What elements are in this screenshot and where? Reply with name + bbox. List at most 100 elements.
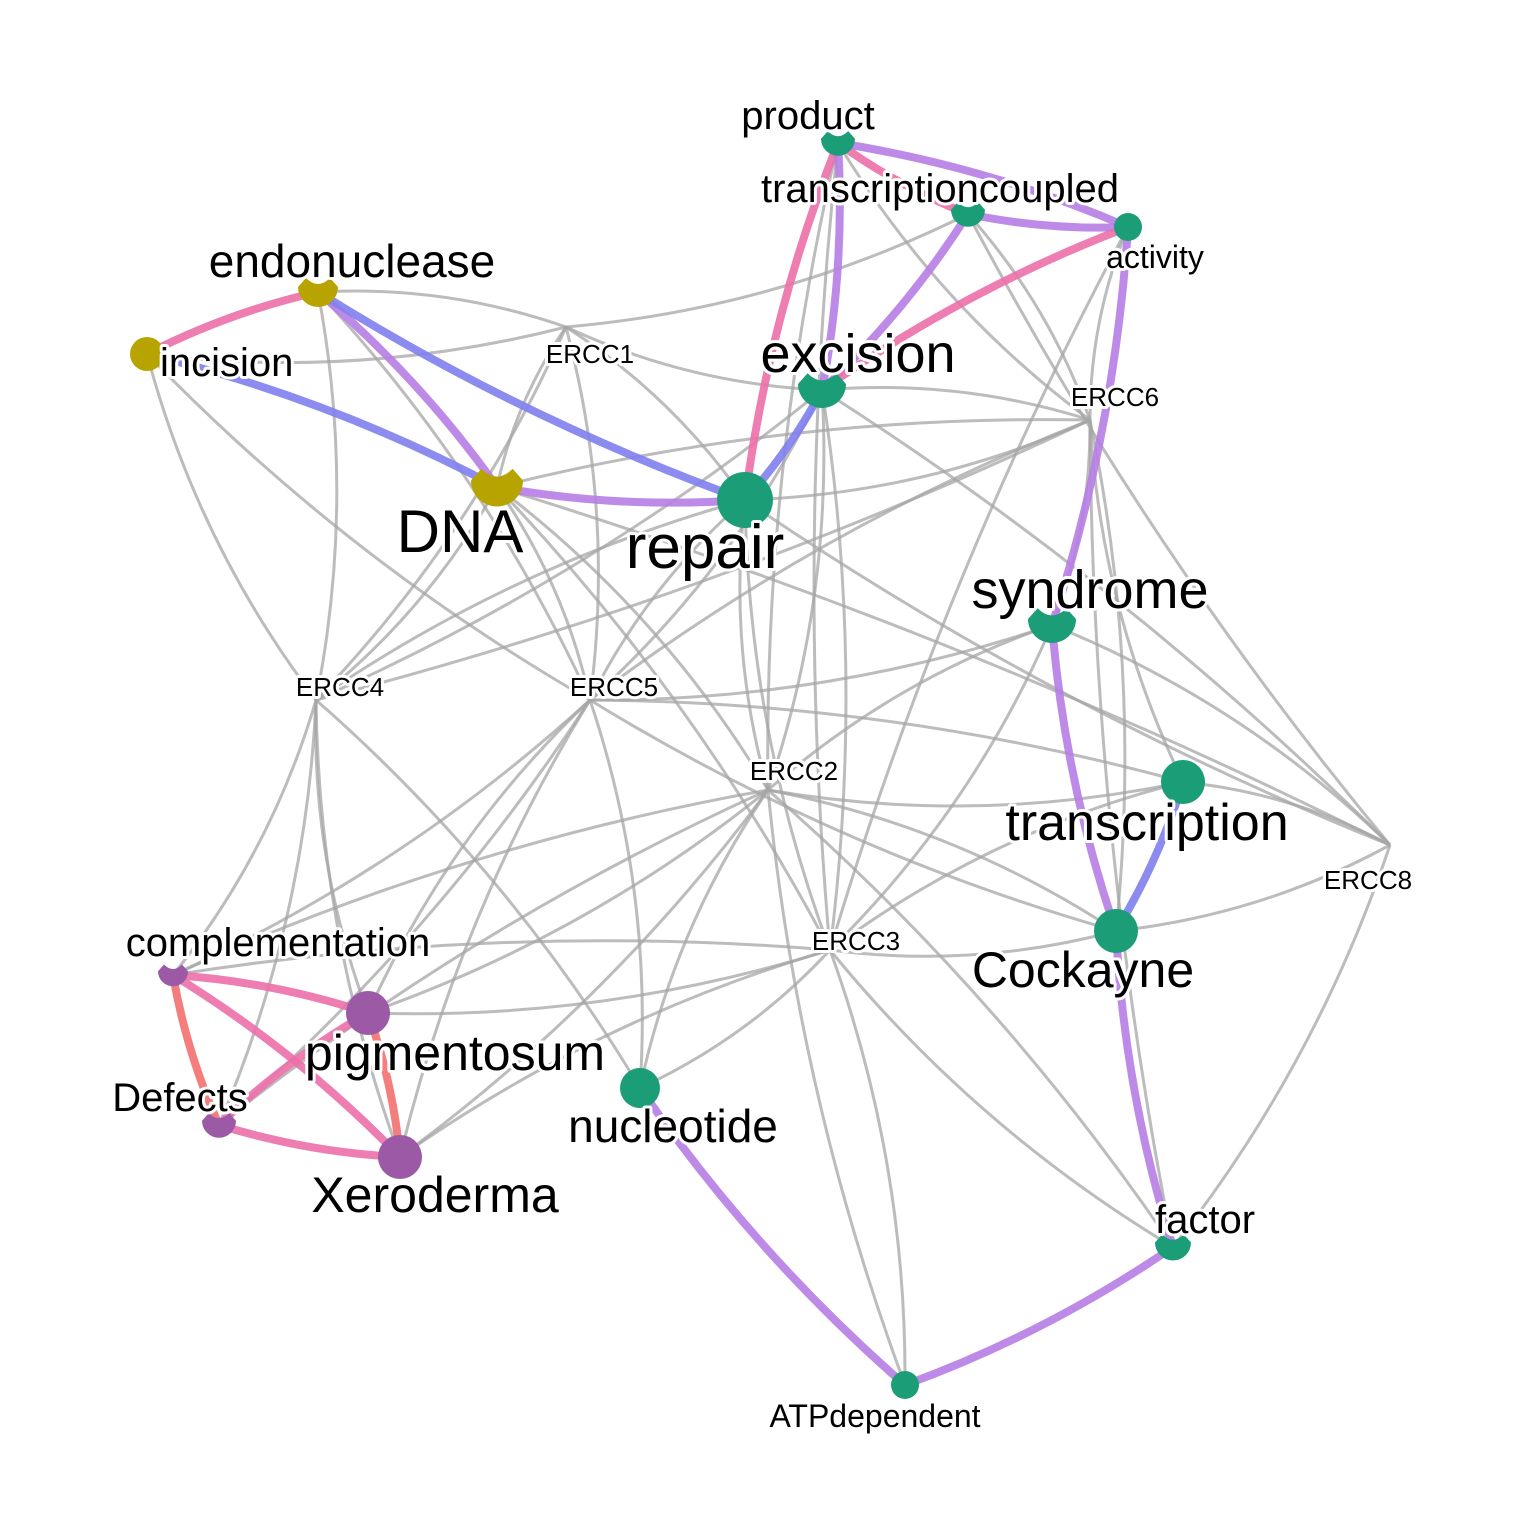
- gene-edge-ERCC4-pigmentosum: [314, 699, 370, 1014]
- gene-edge-ERCC5-nucleotide: [588, 699, 644, 1089]
- label-transcriptioncoupled: transcriptioncoupled: [761, 167, 1119, 211]
- label-Xeroderma: Xeroderma: [311, 1167, 559, 1223]
- gene-edge-ERCC2-product: [766, 142, 840, 791]
- label-transcription: transcription: [1005, 794, 1288, 852]
- gene-edge-ERCC2-Xeroderma: [399, 789, 770, 1159]
- label-nucleotide: nucleotide: [568, 1100, 778, 1152]
- gene-edge-ERCC5-endonuclease: [316, 290, 592, 701]
- label-endonuclease: endonuclease: [209, 235, 495, 287]
- label-product: product: [741, 94, 874, 138]
- node-transcription: [1161, 760, 1205, 804]
- term-edge-transcriptioncoupled-excision: [818, 210, 972, 394]
- gene-edge-ERCC4-DNA: [315, 486, 499, 702]
- term-edge-activity-excision: [818, 223, 1132, 394]
- node-excision: [798, 373, 846, 408]
- node-factor: [1155, 1234, 1191, 1261]
- gene-edge-ERCC3-factor: [828, 949, 1174, 1249]
- label-ERCC6: ERCC6: [1071, 382, 1159, 412]
- gene-edge-ERCC3-Xeroderma: [399, 948, 831, 1159]
- gene-edge-ERCC3-product: [812, 142, 840, 951]
- gene-edge-ERCC2-transcription: [767, 780, 1184, 808]
- term-edge-nucleotide-ATPdependent: [636, 1084, 909, 1389]
- term-edge-product-transcriptioncoupled: [834, 139, 972, 218]
- node-pigmentosum: [346, 991, 390, 1035]
- gene-edge-ERCC6-activity: [1088, 226, 1130, 421]
- gene-edge-ERCC6-transcriptioncoupled: [966, 212, 1092, 421]
- gene-edge-ERCC3-pigmentosum: [367, 948, 831, 1016]
- gene-edge-ERCC6-ERCC4: [315, 418, 1091, 702]
- node-activity: [1114, 213, 1142, 241]
- gene-edge-ERCC2-factor: [767, 788, 1175, 1248]
- gene-edge-ERCC8-syndrome: [1051, 623, 1392, 847]
- term-edge-endonuclease-DNA: [314, 288, 501, 491]
- gene-edge-ERCC1-repair: [565, 325, 747, 501]
- gene-edge-ERCC2-Cockayne: [767, 788, 1117, 933]
- gene-edge-ERCC8-factor: [1171, 844, 1392, 1248]
- term-edge-complementation-Defects: [169, 971, 223, 1129]
- gene-edge-ERCC3-DNA: [495, 485, 832, 951]
- term-edge-Cockayne-factor: [1112, 927, 1177, 1251]
- gene-edge-ERCC2-Defects: [218, 788, 769, 1127]
- node-syndrome: [1028, 608, 1076, 643]
- gene-edge-ERCC5-pigmentosum: [366, 698, 592, 1014]
- label-ERCC3: ERCC3: [812, 926, 900, 956]
- node-Xeroderma: [378, 1135, 422, 1179]
- gene-edge-ERCC1-ERCC4: [314, 326, 568, 702]
- gene-edge-ERCC4-incision: [145, 353, 318, 701]
- gene-edge-ERCC8-DNA: [496, 485, 1391, 847]
- label-activity: activity: [1106, 239, 1204, 275]
- term-edge-DNA-repair: [493, 483, 749, 507]
- gene-edge-ERCC6-ERCC5: [589, 418, 1091, 702]
- term-edge-product-activity: [834, 139, 1132, 231]
- gene-edge-ERCC8-transcriptioncoupled: [966, 213, 1392, 846]
- label-complementation: complementation: [126, 921, 431, 965]
- gene-edge-ERCC3-repair: [743, 499, 832, 951]
- gene-edge-ERCC5-repair: [588, 498, 746, 701]
- gene-edge-ERCC3-Cockayne: [829, 929, 1117, 958]
- gene-edge-ERCC3-complementation: [172, 939, 831, 977]
- term-edge-complementation-pigmentosum: [169, 971, 372, 1017]
- term-edge-activity-syndrome: [1048, 223, 1132, 629]
- gene-edge-ERCC4-Xeroderma: [314, 699, 402, 1158]
- gene-edge-ERCC8-excision: [821, 388, 1392, 847]
- gene-edge-ERCC6-DNA: [496, 418, 1091, 489]
- label-pigmentosum: pigmentosum: [305, 1025, 605, 1081]
- gene-edge-ERCC3-transcription: [829, 780, 1184, 952]
- label-layer: product transcriptioncoupled activity endon…: [109, 91, 1415, 1437]
- term-edge-layer: [143, 139, 1187, 1389]
- label-factor: factor: [1155, 1198, 1255, 1242]
- node-repair: [717, 472, 773, 528]
- node-product: [821, 131, 855, 156]
- label-excision: excision: [760, 324, 955, 384]
- term-edge-syndrome-Cockayne: [1048, 621, 1120, 935]
- node-Defects: [202, 1113, 236, 1138]
- gene-edge-ERCC5-DNA: [495, 486, 592, 701]
- gene-edge-ERCC2-repair: [738, 499, 770, 791]
- label-DNA: DNA: [397, 498, 524, 565]
- node-endonuclease: [298, 278, 338, 307]
- gene-edge-ERCC1-excision: [565, 325, 823, 392]
- label-ERCC8: ERCC8: [1324, 865, 1412, 895]
- gene-edge-ERCC2-nucleotide: [638, 789, 770, 1089]
- gene-edge-ERCC1-transcriptioncoupled: [565, 212, 969, 329]
- node-layer: [130, 131, 1205, 1399]
- gene-edge-ERCC2-complementation: [172, 788, 769, 977]
- term-edge-incision-DNA: [143, 350, 501, 491]
- node-nucleotide: [620, 1068, 660, 1108]
- label-ERCC1: ERCC1: [546, 339, 634, 369]
- node-transcriptioncoupled: [951, 202, 985, 227]
- gene-edge-ERCC3-nucleotide: [639, 948, 832, 1090]
- term-edge-pigmentosum-Defects: [215, 1009, 372, 1129]
- gene-edge-ERCC5-incision: [145, 352, 591, 702]
- gene-edge-ERCC3-excision: [820, 389, 848, 951]
- label-incision: incision: [160, 341, 293, 385]
- gene-edge-ERCC1-ERCC5: [564, 326, 600, 701]
- node-ATPdependent: [891, 1371, 919, 1399]
- gene-edge-ERCC2-ATPdependent: [766, 789, 907, 1386]
- gene-edge-ERCC2-pigmentosum: [367, 788, 769, 1015]
- node-complementation: [158, 964, 188, 987]
- gene-edge-ERCC6-product: [836, 142, 1091, 422]
- gene-edge-ERCC5-Xeroderma: [398, 699, 592, 1158]
- term-edge-product-excision: [818, 139, 844, 394]
